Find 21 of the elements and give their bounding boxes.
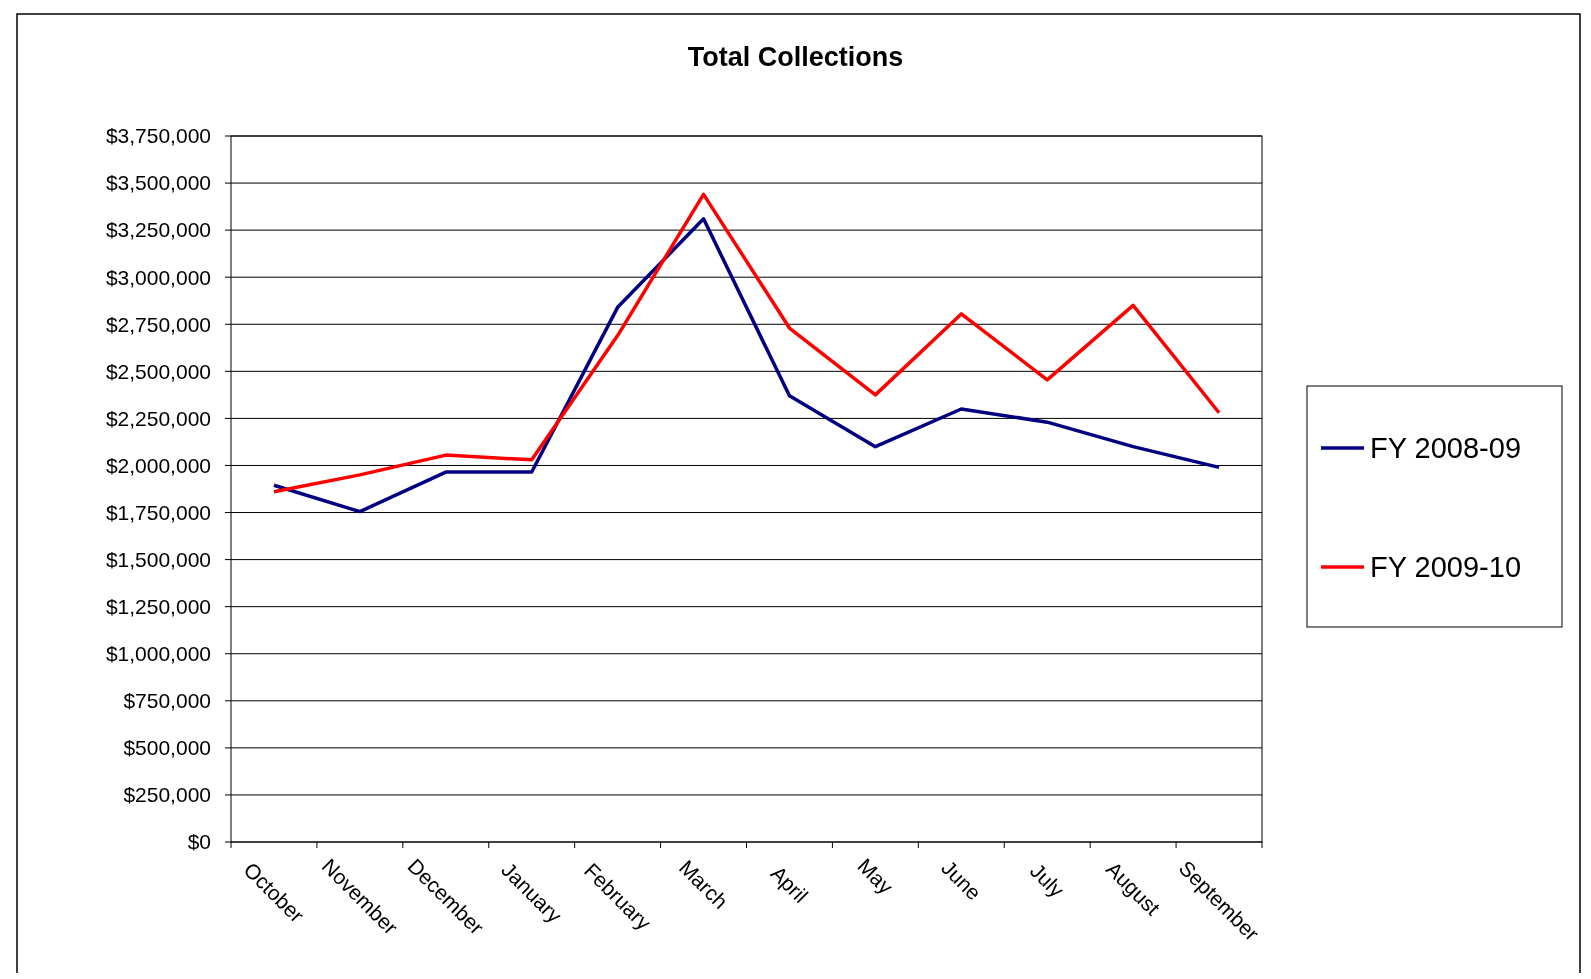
x-tick-label: July	[1025, 858, 1069, 902]
y-tick-label: $1,750,000	[105, 500, 211, 524]
y-tick-label: $3,500,000	[105, 171, 211, 195]
chart-title: Total Collections	[687, 42, 904, 72]
legend-label: FY 2008-09	[1370, 432, 1522, 465]
y-tick-label: $3,250,000	[105, 218, 211, 242]
y-tick-label: $2,750,000	[105, 312, 211, 336]
y-tick-label: $3,000,000	[105, 265, 211, 289]
y-tick-label: $1,250,000	[105, 595, 211, 619]
y-tick-label: $1,500,000	[105, 547, 211, 571]
y-tick-label: $250,000	[123, 783, 211, 807]
y-tick-label: $500,000	[123, 736, 211, 760]
y-tick-label: $2,000,000	[105, 453, 211, 477]
y-tick-label: $750,000	[123, 689, 211, 713]
y-tick-label: $2,500,000	[105, 359, 211, 383]
y-tick-label: $3,750,000	[105, 124, 211, 148]
x-tick-label: April	[766, 861, 813, 908]
y-tick-label: $2,250,000	[105, 406, 211, 430]
legend-label: FY 2009-10	[1370, 551, 1522, 584]
y-tick-label: $1,000,000	[105, 642, 211, 666]
y-tick-label: $0	[187, 830, 211, 854]
